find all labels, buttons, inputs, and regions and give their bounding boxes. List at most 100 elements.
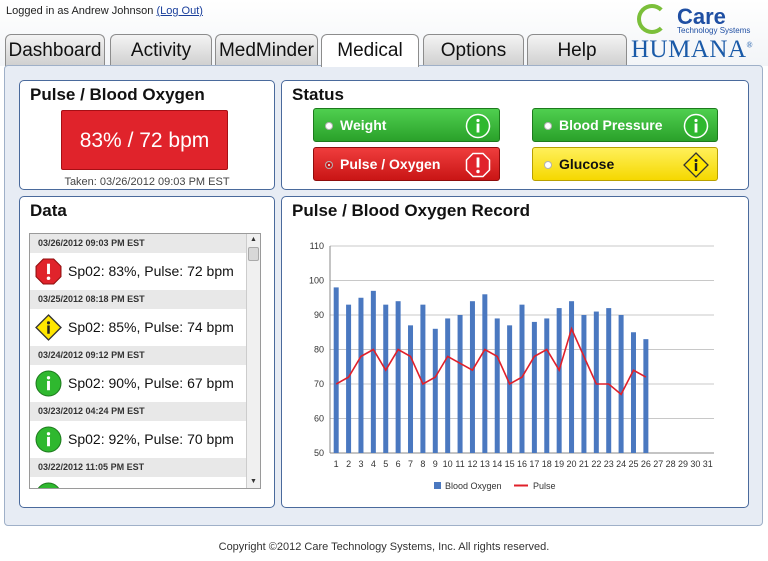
reading-history-list[interactable]: 03/26/2012 09:03 PM EST Sp02: 83%, Pulse… xyxy=(29,233,261,489)
y-tick-label: 50 xyxy=(314,448,324,458)
status-weight-label: Weight xyxy=(340,117,387,133)
list-item-text: Sp02: 90%, Pulse: 67 bpm xyxy=(68,375,234,391)
x-tick-label: 17 xyxy=(529,459,539,469)
chart-bar xyxy=(469,301,475,453)
x-tick-label: 15 xyxy=(505,459,515,469)
y-tick-label: 100 xyxy=(309,276,324,286)
list-item[interactable]: Sp02: 90%, Pulse: 67 bpm xyxy=(30,365,247,402)
legend-pulse-label: Pulse xyxy=(533,481,556,491)
x-tick-label: 18 xyxy=(542,459,552,469)
x-tick-label: 7 xyxy=(408,459,413,469)
tab-medminder[interactable]: MedMinder xyxy=(215,34,318,66)
humana-logo: HUMANA® xyxy=(631,36,753,64)
x-tick-label: 14 xyxy=(492,459,502,469)
tab-options[interactable]: Options xyxy=(423,34,524,66)
chart-bar xyxy=(643,339,649,453)
x-tick-label: 27 xyxy=(653,459,663,469)
status-weight-button[interactable]: Weight xyxy=(313,108,500,142)
chart-bar xyxy=(408,325,414,453)
x-tick-label: 6 xyxy=(396,459,401,469)
list-item[interactable] xyxy=(30,477,247,488)
chart-bar xyxy=(556,308,562,453)
stop-alert-icon xyxy=(35,258,62,285)
chart-bar xyxy=(457,315,463,453)
scroll-up-arrow-icon[interactable]: ▲ xyxy=(250,236,257,243)
list-item-date: 03/23/2012 04:24 PM EST xyxy=(30,402,247,421)
status-pulse-oxygen-button[interactable]: Pulse / Oxygen xyxy=(313,147,500,181)
status-dot-icon xyxy=(325,122,333,130)
chart-bar xyxy=(531,321,537,453)
stop-alert-icon xyxy=(465,152,491,178)
x-tick-label: 11 xyxy=(455,459,464,469)
list-scrollbar[interactable]: ▲ ▼ xyxy=(246,234,260,488)
status-glucose-button[interactable]: Glucose xyxy=(532,147,718,181)
list-item-text: Sp02: 85%, Pulse: 74 bpm xyxy=(68,319,234,335)
chart-bar xyxy=(383,304,389,453)
humana-logo-text: HUMANA xyxy=(631,36,747,63)
x-tick-label: 30 xyxy=(690,459,700,469)
tab-medical[interactable]: Medical xyxy=(321,34,419,67)
tab-dashboard[interactable]: Dashboard xyxy=(5,34,105,66)
reading-timestamp: Taken: 03/26/2012 09:03 PM EST xyxy=(64,176,230,188)
y-tick-label: 90 xyxy=(314,310,324,320)
status-pulse-oxygen-label: Pulse / Oxygen xyxy=(340,156,441,172)
chart-bar xyxy=(630,332,636,453)
chart-bar xyxy=(432,328,438,453)
status-blood-pressure-button[interactable]: Blood Pressure xyxy=(532,108,718,142)
list-item-text: Sp02: 83%, Pulse: 72 bpm xyxy=(68,263,234,279)
tab-activity[interactable]: Activity xyxy=(110,34,212,66)
info-icon xyxy=(465,113,491,139)
info-icon xyxy=(35,370,62,397)
x-tick-label: 9 xyxy=(433,459,438,469)
chart-bar xyxy=(370,290,376,453)
pulse-oxygen-panel: Pulse / Blood Oxygen 83% / 72 bpm Taken:… xyxy=(19,80,275,190)
tab-help[interactable]: Help xyxy=(527,34,627,66)
chart-bar xyxy=(544,318,550,453)
status-blood-pressure-label: Blood Pressure xyxy=(559,117,663,133)
chart-bar xyxy=(618,315,624,453)
chart-bar xyxy=(482,294,488,453)
latest-reading-box: 83% / 72 bpm xyxy=(61,110,228,170)
x-tick-label: 13 xyxy=(480,459,490,469)
pulse-line xyxy=(335,326,647,396)
footer-copyright: Copyright ©2012 Care Technology Systems,… xyxy=(218,541,550,553)
chart-bar xyxy=(445,318,451,453)
info-icon xyxy=(37,482,60,488)
x-tick-label: 3 xyxy=(358,459,363,469)
list-item-date: 03/26/2012 09:03 PM EST xyxy=(30,234,247,253)
y-tick-label: 110 xyxy=(310,241,324,251)
status-dot-icon xyxy=(544,122,552,130)
info-icon xyxy=(35,426,62,453)
status-dot-selected-icon xyxy=(325,161,333,169)
x-tick-label: 1 xyxy=(334,459,339,469)
list-item-date: 03/22/2012 11:05 PM EST xyxy=(30,458,247,477)
chart-bar xyxy=(581,315,587,453)
y-tick-label: 60 xyxy=(314,414,324,424)
list-item-date: 03/24/2012 09:12 PM EST xyxy=(30,346,247,365)
record-panel: Pulse / Blood Oxygen Record 50 60 70 80 90 10… xyxy=(281,196,749,508)
warning-diamond-icon xyxy=(683,152,709,178)
humana-registered-mark: ® xyxy=(746,40,754,50)
list-item[interactable]: Sp02: 83%, Pulse: 72 bpm xyxy=(30,253,247,290)
login-status: Logged in as Andrew Johnson (Log Out) xyxy=(6,5,203,17)
login-text: Logged in as Andrew Johnson xyxy=(6,5,154,17)
info-icon xyxy=(683,113,709,139)
chart-bar xyxy=(346,304,352,453)
x-tick-label: 5 xyxy=(383,459,388,469)
chart-bar xyxy=(519,304,525,453)
x-tick-label: 8 xyxy=(420,459,425,469)
chart-bar xyxy=(358,297,364,453)
x-tick-label: 16 xyxy=(517,459,527,469)
list-item[interactable]: Sp02: 85%, Pulse: 74 bpm xyxy=(30,309,247,346)
x-tick-label: 22 xyxy=(591,459,601,469)
scroll-thumb[interactable] xyxy=(248,247,259,261)
medical-content: Pulse / Blood Oxygen 83% / 72 bpm Taken:… xyxy=(4,65,763,526)
data-panel: Data 03/26/2012 09:03 PM EST Sp02: 83%, … xyxy=(19,196,275,508)
x-tick-label: 26 xyxy=(641,459,651,469)
chart-bar xyxy=(395,301,401,453)
logout-link[interactable]: (Log Out) xyxy=(156,5,203,17)
scroll-down-arrow-icon[interactable]: ▼ xyxy=(250,478,257,485)
list-item[interactable]: Sp02: 92%, Pulse: 70 bpm xyxy=(30,421,247,458)
care-swoosh-icon xyxy=(637,4,667,34)
